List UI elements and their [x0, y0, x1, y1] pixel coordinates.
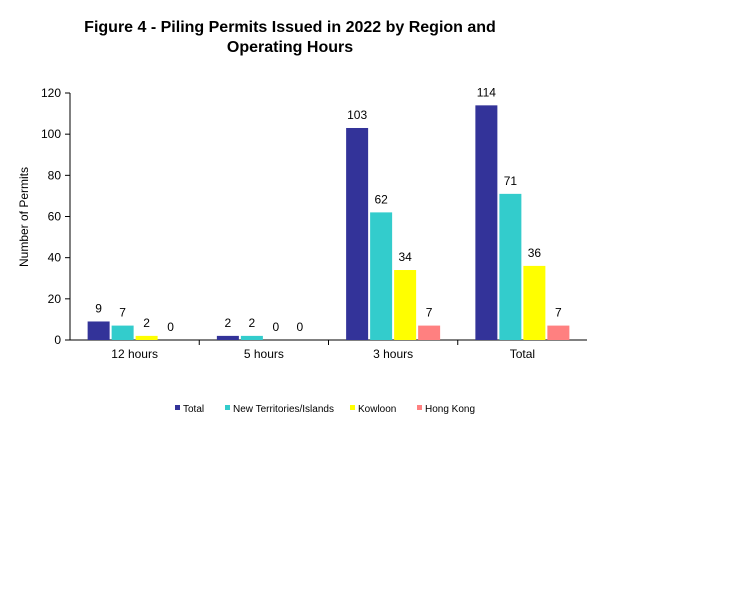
y-tick-label: 100: [41, 127, 61, 141]
data-label: 7: [426, 306, 433, 320]
x-category-label: Total: [510, 347, 535, 361]
bar-kowloon: [135, 335, 158, 340]
legend-swatch: [175, 405, 180, 410]
y-tick-label: 60: [48, 210, 62, 224]
x-category-label: 12 hours: [111, 347, 158, 361]
chart-title: Figure 4 - Piling Permits Issued in 2022…: [60, 18, 520, 58]
y-axis-label: Number of Permits: [17, 167, 31, 267]
data-label: 9: [95, 301, 102, 315]
data-label: 2: [249, 316, 256, 330]
legend-label: Hong Kong: [425, 404, 475, 415]
y-tick-label: 0: [54, 333, 61, 347]
legend-label: Total: [183, 404, 204, 415]
bar-new-territories-islands: [499, 193, 522, 340]
legend-label: Kowloon: [358, 404, 396, 415]
data-label: 62: [374, 192, 388, 206]
legend-swatch: [350, 405, 355, 410]
bar-new-territories-islands: [240, 335, 263, 340]
legend-swatch: [417, 405, 422, 410]
legend-label: New Territories/Islands: [233, 404, 334, 415]
bar-hong-kong: [418, 325, 441, 340]
bar-total: [346, 127, 369, 340]
chart-title-line1: Figure 4 - Piling Permits Issued in 2022…: [84, 19, 496, 36]
data-label: 103: [347, 108, 367, 122]
bar-kowloon: [394, 270, 417, 340]
data-label: 71: [504, 174, 518, 188]
bar-kowloon: [523, 265, 546, 340]
legend-swatch: [225, 405, 230, 410]
x-category-label: 3 hours: [373, 347, 413, 361]
y-tick-label: 20: [48, 292, 62, 306]
data-label: 7: [555, 306, 562, 320]
bar-new-territories-islands: [370, 212, 393, 340]
data-label: 34: [398, 250, 412, 264]
data-label: 0: [297, 320, 304, 334]
data-label: 0: [273, 320, 280, 334]
y-tick-label: 40: [48, 251, 62, 265]
y-tick-label: 120: [41, 86, 61, 100]
data-label: 2: [225, 316, 232, 330]
chart-title-line2: Operating Hours: [226, 39, 354, 56]
data-label: 36: [528, 246, 542, 260]
bar-total: [475, 105, 498, 340]
data-label: 2: [143, 316, 150, 330]
data-label: 0: [167, 320, 174, 334]
y-tick-label: 80: [48, 168, 62, 182]
bar-hong-kong: [547, 325, 570, 340]
data-label: 7: [119, 306, 126, 320]
legend: Total New Territories/Islands Kowloon Hong …: [175, 404, 475, 415]
bar-new-territories-islands: [111, 325, 134, 340]
bar-total: [87, 321, 110, 340]
bar-total: [216, 335, 239, 340]
data-label: 114: [477, 85, 496, 99]
x-category-label: 5 hours: [244, 347, 284, 361]
